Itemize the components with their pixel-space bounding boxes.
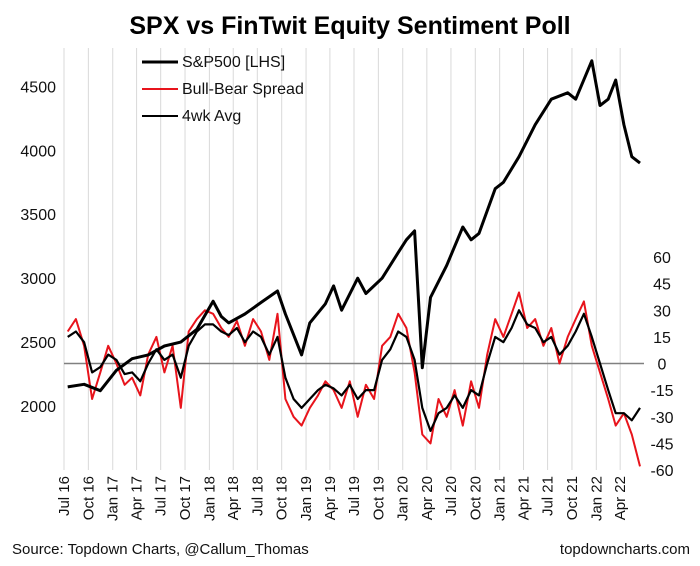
x-tick-label: Jan 19 [298,476,315,521]
right-tick-label: 45 [653,277,671,294]
x-tick-label: Jul 20 [443,476,460,516]
left-tick-label: 2000 [20,399,56,416]
right-tick-label: 0 [658,357,667,374]
x-tick-label: Jan 22 [588,476,605,521]
chart-title: SPX vs FinTwit Equity Sentiment Poll [129,12,570,40]
x-tick-label: Oct 18 [274,476,291,520]
legend: S&P500 [LHS] Bull-Bear Spread 4wk Avg [142,54,304,125]
x-tick-label: Jul 21 [540,476,557,516]
x-tick-label: Oct 17 [177,476,194,520]
right-tick-label: -45 [650,436,673,453]
x-tick-label: Oct 20 [467,476,484,520]
x-tick-label: Oct 21 [564,476,581,520]
x-tick-label: Apr 19 [322,476,339,520]
right-tick-label: -15 [650,383,673,400]
x-tick-label: Jan 17 [105,476,122,521]
legend-label: S&P500 [LHS] [182,54,285,71]
x-tick-label: Apr 17 [129,476,146,520]
x-tick-label: Jan 18 [201,476,218,521]
x-tick-label: Apr 21 [515,476,532,520]
left-tick-label: 4500 [20,79,56,96]
right-tick-label: 15 [653,330,671,347]
series-line-1 [66,291,641,467]
series-line-2 [67,309,641,432]
left-tick-label: 2500 [20,335,56,352]
right-tick-label: -30 [650,410,673,427]
x-tick-label: Jul 16 [56,476,73,516]
x-tick-label: Apr 18 [225,476,242,520]
x-tick-label: Jul 17 [153,476,170,516]
right-tick-label: -60 [650,463,673,480]
right-axis: -60 -45 -30 -15 0 15 30 45 60 [650,250,673,480]
left-tick-label: 3000 [20,271,56,288]
legend-label: Bull-Bear Spread [182,81,304,98]
right-tick-label: 30 [653,303,671,320]
x-tick-label: Apr 22 [612,476,629,520]
legend-label: 4wk Avg [182,108,241,125]
left-tick-label: 3500 [20,207,56,224]
x-tick-label: Jul 18 [249,476,266,516]
grid [63,48,621,470]
x-tick-label: Oct 19 [370,476,387,520]
right-tick-label: 60 [653,250,671,267]
x-tick-label: Jul 19 [346,476,363,516]
source-note: Source: Topdown Charts, @Callum_Thomas [12,541,309,558]
series-lines [66,59,641,467]
x-tick-label: Oct 16 [80,476,97,520]
x-tick-label: Jan 21 [492,476,509,521]
left-axis: 2000 2500 3000 3500 4000 4500 [20,79,56,416]
x-tick-label: Jan 20 [395,476,412,521]
left-tick-label: 4000 [20,143,56,160]
series-line-0 [67,59,641,393]
x-tick-label: Apr 20 [419,476,436,520]
brand-note: topdowncharts.com [560,541,690,558]
x-axis: Jul 16 Oct 16 Jan 17 Apr 17 Jul 17 Oct 17 Jan … [56,476,629,521]
